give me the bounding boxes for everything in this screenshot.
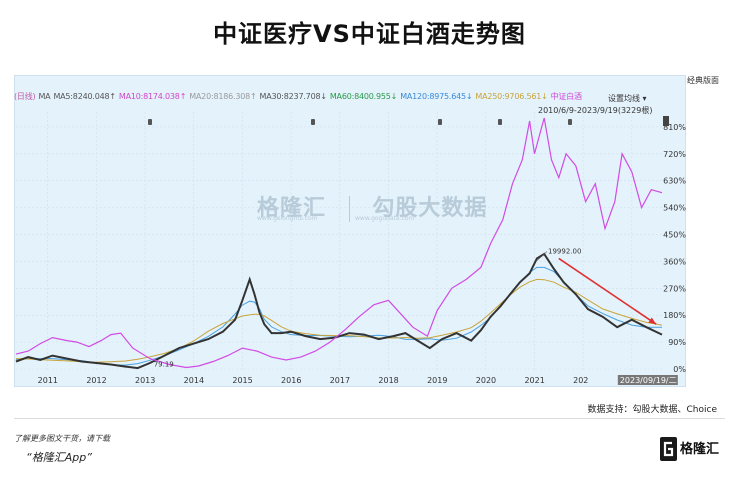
ma-legend-item-9: 中证白酒: [550, 92, 582, 101]
ma-legend-item-2: MA5:8240.048↑: [53, 92, 116, 101]
ma-legend-item-5: MA30:8237.708↓: [259, 92, 328, 101]
watermark: 格隆汇 勾股大数据: [229, 190, 487, 222]
ma-legend-item-4: MA20:8186.308↑: [189, 92, 257, 101]
watermark-brand: 格隆汇: [257, 196, 327, 221]
brand-logo-icon: [660, 437, 677, 461]
footer-app-name: “格隆汇App”: [26, 451, 92, 464]
toolbar-layout-button[interactable]: 经典版面: [687, 76, 719, 85]
ma-legend: (日线) MA MA5:8240.048↑ MA10:8174.038↑ MA20:81…: [14, 91, 686, 102]
data-source: 数据支持：勾股大数据、Choice: [587, 405, 717, 415]
date-range-label: 2010/6/9-2023/9/19(3229根): [538, 106, 653, 115]
watermark-partner: 勾股大数据: [372, 196, 488, 221]
watermark-partner-url: www.gogudata.com: [355, 215, 415, 222]
ma-legend-item-6: MA60:8400.955↓: [329, 92, 398, 101]
ma-legend-item-8: MA250:9706.561↓: [475, 92, 548, 101]
ma-legend-item-0: (日线): [14, 92, 36, 101]
brand-logo: 格隆汇: [660, 433, 730, 469]
page-title: 中证医疗VS中证白酒走势图: [213, 20, 526, 48]
ma-legend-item-7: MA120:8975.645↓: [400, 92, 473, 101]
brand-name: 格隆汇: [680, 442, 720, 457]
footer-download-hint: 了解更多图文干货，请下载: [14, 434, 110, 443]
divider: [14, 418, 725, 419]
settings-ma-button[interactable]: 设置均线 ▾: [608, 94, 647, 103]
watermark-brand-url: www.gelonghui.com: [257, 215, 318, 222]
ma-legend-item-1: MA: [38, 92, 51, 101]
ma-legend-item-3: MA10:8174.038↑: [118, 92, 187, 101]
chart-frame: [14, 75, 686, 387]
